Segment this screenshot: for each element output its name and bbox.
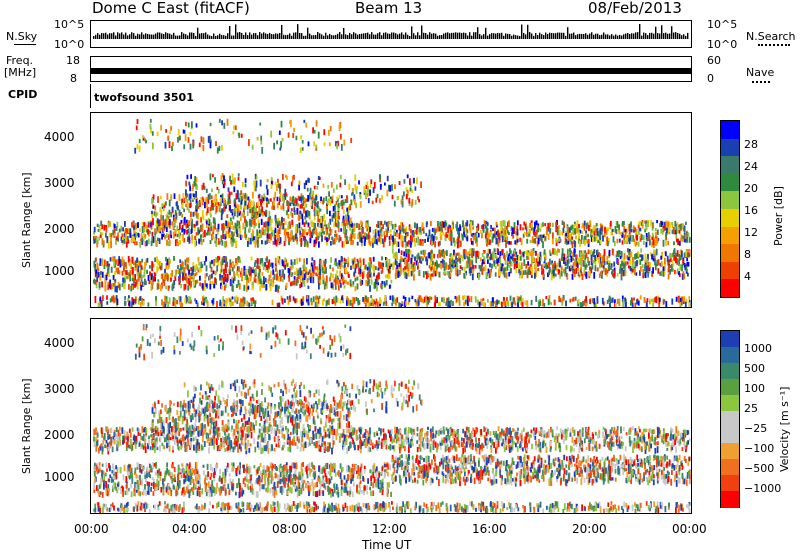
power-cbar-tick-20: 20: [744, 182, 758, 195]
nave-tick-bottom: 0: [707, 72, 714, 85]
colorbar-swatch: [721, 138, 739, 157]
colorbar-swatch: [721, 191, 739, 210]
colorbar-swatch: [721, 261, 739, 280]
station-title: Dome C East (fitACF): [92, 0, 250, 17]
power-cbar-tick-16: 16: [744, 204, 758, 217]
colorbar-swatch: [721, 475, 739, 492]
nave-dots: [752, 81, 770, 83]
power-cbar-tick-24: 24: [744, 160, 758, 173]
cpid-label: CPID: [8, 88, 38, 101]
colorbar-swatch: [721, 347, 739, 364]
colorbar-swatch: [721, 156, 739, 175]
xtick-0000: 00:00: [74, 522, 109, 536]
xtick-1200: 12:00: [372, 522, 407, 536]
colorbar-swatch: [721, 331, 739, 348]
power-cbar-tick-28: 28: [744, 138, 758, 151]
freq-panel: [90, 56, 692, 82]
colorbar-swatch: [721, 279, 739, 298]
power-plot: [93, 118, 691, 307]
power-colorbar: [720, 120, 740, 298]
velocity-colorbar: [720, 330, 740, 508]
power-cbar-tick-8: 8: [744, 248, 751, 261]
velocity-panel: [90, 318, 692, 514]
velocity-cbar-tick-m100: −100: [744, 442, 775, 455]
colorbar-swatch: [721, 363, 739, 380]
velocity-cbar-tick-m25: −25: [744, 422, 768, 435]
freq-tick-top: 18: [66, 54, 80, 67]
colorbar-swatch: [721, 491, 739, 508]
colorbar-swatch: [721, 379, 739, 396]
colorbar-swatch: [721, 173, 739, 192]
velocity-plot: [93, 324, 691, 513]
freq-trace: [91, 68, 691, 74]
power-panel: [90, 112, 692, 308]
xtick-0800: 08:00: [272, 522, 307, 536]
colorbar-swatch: [721, 244, 739, 263]
velocity-cbar-tick-500: 500: [744, 362, 765, 375]
velocity-cbar-tick-100: 100: [744, 382, 765, 395]
power-ytick-1000: 1000: [44, 264, 75, 278]
nsearch-tick-top: 10^5: [707, 18, 738, 31]
velocity-cbar-tick-m500: −500: [744, 462, 775, 475]
colorbar-swatch: [721, 459, 739, 476]
velocity-cbar-tick-25: 25: [744, 402, 758, 415]
nave-label: Nave: [746, 66, 775, 79]
nsky-underline: [14, 44, 36, 45]
freq-unit: [MHz]: [4, 66, 37, 79]
freq-tick-bottom: 8: [70, 72, 77, 85]
colorbar-swatch: [721, 209, 739, 228]
nsky-tick-top: 10^5: [54, 18, 85, 31]
xtick-1600: 16:00: [472, 522, 507, 536]
nave-tick-top: 60: [707, 54, 721, 67]
power-cbar-tick-12: 12: [744, 226, 758, 239]
velocity-ytick-1000: 1000: [44, 470, 75, 484]
nsearch-tick-bottom: 10^0: [707, 38, 738, 51]
colorbar-swatch: [721, 121, 739, 140]
colorbar-swatch: [721, 395, 739, 412]
cpid-value: twofsound 3501: [94, 91, 194, 104]
power-ytick-2000: 2000: [44, 222, 75, 236]
velocity-ytick-3000: 3000: [44, 382, 75, 396]
power-ytick-4000: 4000: [44, 130, 75, 144]
velocity-ytick-2000: 2000: [44, 428, 75, 442]
power-ytick-3000: 3000: [44, 176, 75, 190]
velocity-cbar-tick-1000: 1000: [744, 342, 772, 355]
velocity-ytick-4000: 4000: [44, 336, 75, 350]
nsky-label: N.Sky: [6, 30, 38, 43]
nsearch-label: N.Search: [746, 30, 796, 43]
colorbar-swatch: [721, 226, 739, 245]
colorbar-swatch: [721, 427, 739, 444]
freq-label: Freq.: [6, 54, 34, 67]
power-cbar-tick-4: 4: [744, 270, 751, 283]
nsearch-dots: [758, 44, 790, 46]
xtick-2400: 00:00: [672, 522, 707, 536]
date-title: 08/Feb/2013: [588, 0, 682, 17]
colorbar-swatch: [721, 443, 739, 460]
beam-title: Beam 13: [355, 0, 423, 17]
x-axis-label: Time UT: [362, 538, 412, 552]
nsky-trace: [93, 24, 689, 39]
colorbar-swatch: [721, 411, 739, 428]
xtick-0400: 04:00: [172, 522, 207, 536]
nsky-panel: [90, 20, 692, 48]
xtick-2000: 20:00: [572, 522, 607, 536]
nsky-tick-bottom: 10^0: [54, 38, 85, 51]
velocity-cbar-tick-m1000: −1000: [744, 482, 782, 495]
cpid-marker: [90, 84, 91, 108]
